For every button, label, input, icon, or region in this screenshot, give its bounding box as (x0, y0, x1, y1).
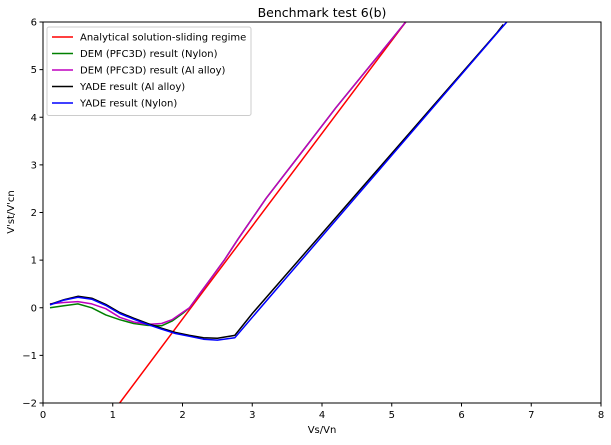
x-tick-label: 6 (458, 410, 464, 421)
legend-label: DEM (PFC3D) result (Al alloy) (80, 66, 226, 77)
x-tick-label: 1 (110, 410, 116, 421)
legend: Analytical solution-sliding regime DEM (P… (46, 26, 252, 116)
x-axis-label: Vs/Vn (308, 425, 337, 436)
legend-label: Analytical solution-sliding regime (80, 33, 246, 44)
y-tick-label: 5 (31, 65, 37, 76)
y-axis-label: V'st/V'cn (6, 190, 17, 234)
legend-label: YADE result (Nylon) (79, 99, 177, 110)
y-tick-label: −1 (22, 351, 37, 362)
axis-ticks: 0 1 2 3 4 5 6 7 8 −2 −1 0 1 2 3 4 5 6 (22, 18, 604, 422)
legend-label: DEM (PFC3D) result (Nylon) (80, 49, 218, 60)
legend-box (46, 26, 252, 116)
y-tick-label: 1 (31, 256, 37, 267)
y-tick-label: 2 (31, 208, 37, 219)
x-tick-label: 5 (389, 410, 395, 421)
chart-title: Benchmark test 6(b) (258, 5, 387, 20)
x-tick-label: 8 (598, 410, 604, 421)
legend-label: YADE result (Al alloy) (79, 82, 185, 93)
x-tick-label: 4 (319, 410, 325, 421)
data-series (49, 22, 508, 403)
y-tick-label: −2 (22, 399, 37, 410)
y-tick-label: 0 (31, 303, 37, 314)
y-tick-label: 6 (31, 18, 37, 29)
y-tick-label: 3 (31, 160, 37, 171)
y-tick-label: 4 (31, 113, 37, 124)
plot-frame (42, 21, 602, 404)
series-line-1 (119, 22, 407, 403)
series-line-4 (49, 23, 504, 339)
x-tick-label: 2 (179, 410, 185, 421)
x-tick-label: 0 (40, 410, 46, 421)
x-tick-label: 7 (528, 410, 534, 421)
x-tick-label: 3 (249, 410, 255, 421)
series-line-5 (49, 22, 508, 341)
series-line-3 (49, 22, 407, 326)
